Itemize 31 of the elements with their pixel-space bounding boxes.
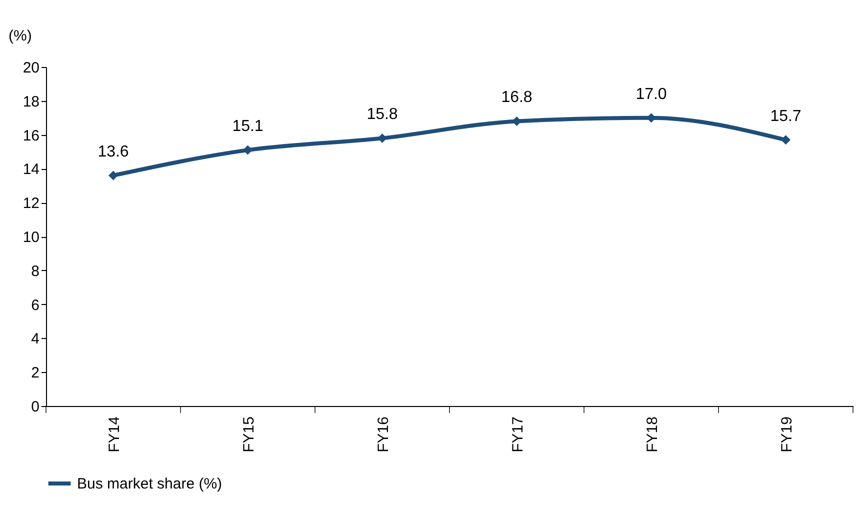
y-tick-label: 10 [22, 229, 40, 246]
data-label: 17.0 [636, 86, 667, 103]
point [378, 133, 387, 143]
data-label: 16.8 [501, 89, 532, 106]
y-tick-label: 14 [22, 161, 40, 178]
legend-label: Bus market share (%) [77, 476, 222, 492]
data-label: 15.8 [366, 106, 398, 124]
data-label: 15.7 [770, 108, 802, 125]
x-tick-label: FY15 [240, 416, 258, 452]
y-tick-label: 12 [22, 195, 40, 212]
point [108, 170, 118, 180]
y-axis-title: (%) [8, 28, 32, 44]
y-tick-label: 2 [31, 364, 40, 382]
x-tick-label: FY17 [509, 416, 526, 452]
y-tick-label: 0 [31, 398, 40, 416]
point [243, 145, 252, 155]
x-tick-label: FY18 [644, 416, 661, 452]
point [781, 135, 790, 145]
y-tick-label: 4 [31, 330, 40, 348]
point [646, 113, 656, 123]
data-label: 13.6 [98, 143, 129, 160]
y-tick-label: 8 [31, 262, 40, 280]
y-tick-label: 20 [22, 60, 40, 76]
point [512, 116, 522, 126]
data-label: 15.1 [232, 118, 264, 136]
y-tick-label: 18 [22, 93, 40, 110]
y-tick-label: 16 [22, 127, 40, 144]
y-tick-label: 6 [31, 296, 40, 314]
x-tick-label: FY19 [778, 416, 796, 452]
x-tick-label: FY14 [106, 416, 123, 452]
x-tick-label: FY16 [374, 416, 392, 452]
